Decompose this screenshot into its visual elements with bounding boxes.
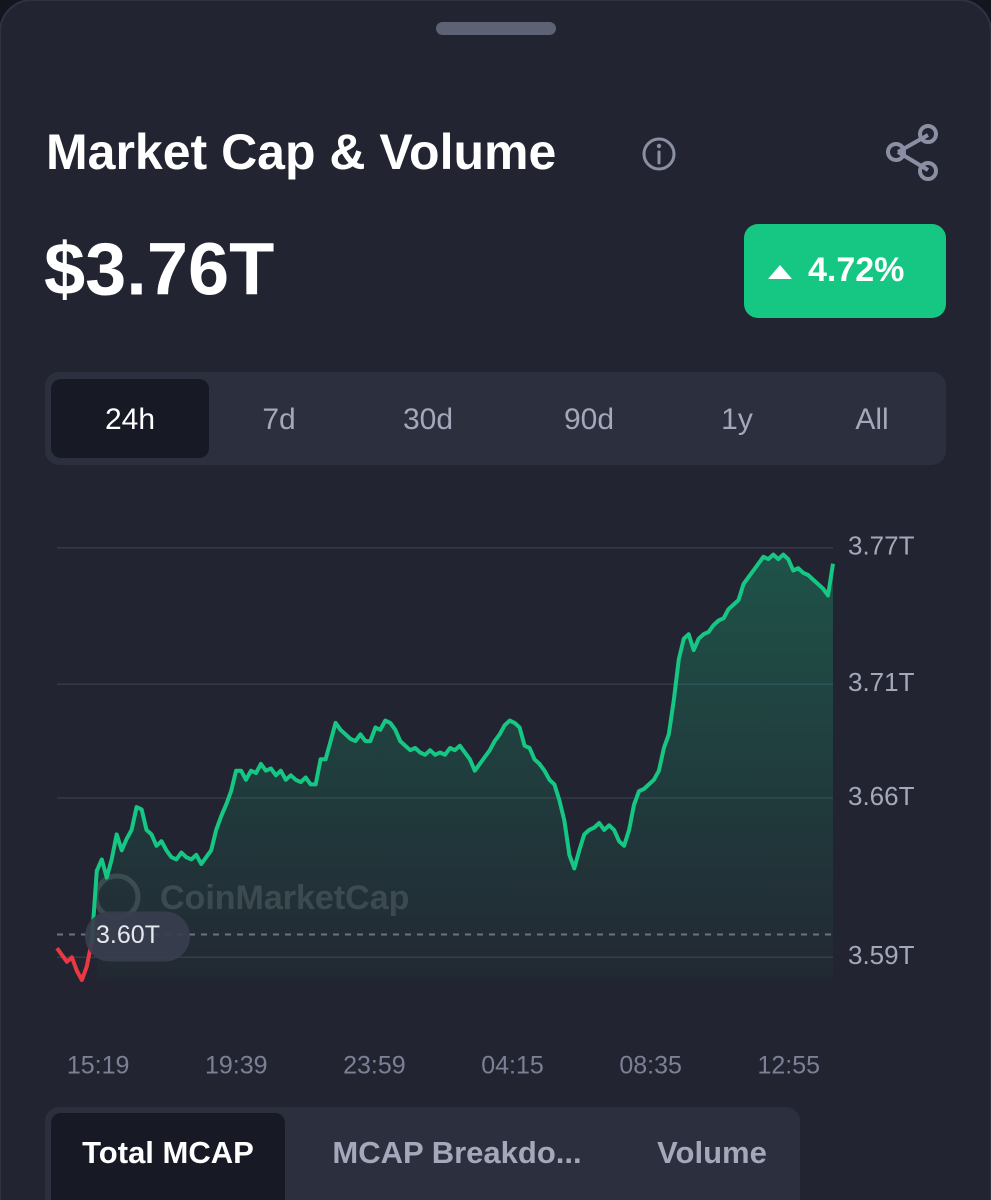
change-value: 4.72% — [808, 251, 904, 289]
title: Market Cap & Volume — [46, 124, 556, 180]
view-tab[interactable]: Volume — [657, 1135, 767, 1170]
y-tick-label: 3.59T — [848, 940, 915, 970]
x-tick-label: 23:59 — [343, 1052, 406, 1080]
chart: 3.77T3.71T3.66T3.59TCoinMarketCap3.60T15… — [55, 531, 915, 1080]
range-tab[interactable]: 24h — [105, 403, 155, 436]
share-icon[interactable] — [886, 124, 938, 181]
x-tick-label: 15:19 — [67, 1052, 130, 1080]
y-tick-label: 3.77T — [848, 531, 915, 561]
range-tab-selected[interactable] — [51, 379, 209, 458]
area — [96, 554, 834, 980]
reference-label: 3.60T — [96, 921, 160, 949]
y-tick-label: 3.66T — [848, 781, 915, 811]
line-up — [94, 552, 835, 880]
line-down — [55, 940, 94, 982]
x-tick-label: 04:15 — [481, 1052, 544, 1080]
range-tab[interactable]: All — [855, 403, 888, 436]
x-tick-label: 08:35 — [619, 1052, 682, 1080]
range-tabs — [45, 372, 946, 465]
drag-handle[interactable] — [436, 22, 556, 35]
view-tab[interactable]: MCAP Breakdo... — [332, 1135, 581, 1170]
change-badge: 4.72% — [744, 224, 946, 318]
range-tab[interactable]: 90d — [564, 403, 614, 436]
range-tab[interactable]: 1y — [721, 403, 753, 436]
info-icon[interactable] — [642, 137, 676, 171]
view-tab[interactable]: Total MCAP — [82, 1135, 254, 1170]
x-tick-label: 12:55 — [757, 1052, 820, 1080]
view-tab-selected[interactable] — [51, 1113, 285, 1200]
market-cap-value: $3.76T — [44, 228, 274, 311]
reference-bubble — [85, 911, 190, 962]
x-tick-label: 19:39 — [205, 1052, 268, 1080]
range-tab[interactable]: 30d — [403, 403, 453, 436]
range-tab[interactable]: 7d — [262, 403, 295, 436]
y-tick-label: 3.71T — [848, 667, 915, 697]
